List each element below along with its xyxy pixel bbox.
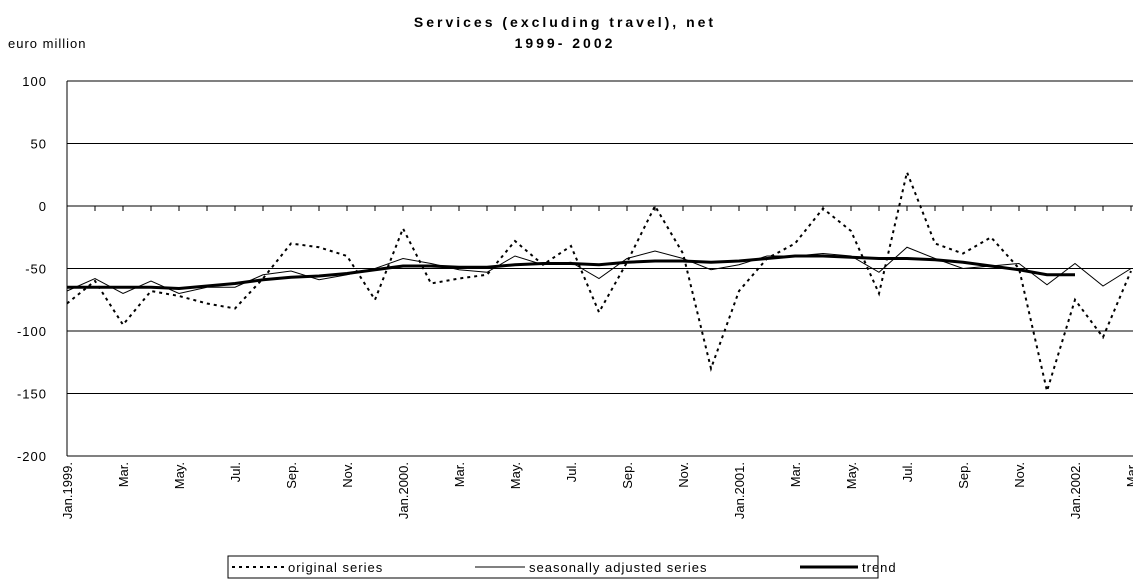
legend-label: seasonally adjusted series xyxy=(529,560,707,575)
x-tick-label: Nov. xyxy=(1012,462,1027,488)
x-tick-label: Jan.2002. xyxy=(1068,462,1083,519)
x-tick-label: Jul. xyxy=(564,462,579,482)
x-tick-label: Mar. xyxy=(452,462,467,487)
x-tick-label: Sep. xyxy=(956,462,971,489)
x-tick-label: Jan.1999. xyxy=(60,462,75,519)
legend-label: original series xyxy=(288,560,383,575)
series-line xyxy=(66,168,1132,395)
chart-title: Services (excluding travel), net xyxy=(414,14,716,30)
chart-subtitle: 1999- 2002 xyxy=(515,35,616,51)
x-tick-label: Jul. xyxy=(900,462,915,482)
x-tick-label: Mar. xyxy=(788,462,803,487)
x-tick-label: Jan.2001. xyxy=(732,462,747,519)
y-axis-label: euro million xyxy=(8,36,86,51)
y-tick-label: 100 xyxy=(22,74,47,89)
legend-box xyxy=(227,555,879,579)
x-tick-label: May. xyxy=(844,462,859,489)
x-tick-label: Jan.2000. xyxy=(396,462,411,519)
y-tick-label: -100 xyxy=(17,324,47,339)
x-tick-label: May. xyxy=(172,462,187,489)
x-tick-label: Sep. xyxy=(284,462,299,489)
y-tick-label: -50 xyxy=(25,262,47,277)
x-tick-label: Nov. xyxy=(676,462,691,488)
series-line xyxy=(67,254,1075,291)
x-tick-label: Sep. xyxy=(620,462,635,489)
y-tick-label: -200 xyxy=(17,449,47,464)
x-tick-label: May. xyxy=(508,462,523,489)
legend-label: trend xyxy=(862,560,897,575)
y-tick-label: 50 xyxy=(31,137,47,152)
x-tick-label: Nov. xyxy=(340,462,355,488)
x-tick-label: Mar. xyxy=(1124,462,1133,487)
x-tick-label: Mar. xyxy=(116,462,131,487)
y-tick-label: -150 xyxy=(17,387,47,402)
y-tick-label: 0 xyxy=(39,199,47,214)
series-line xyxy=(66,246,1132,295)
x-tick-label: Jul. xyxy=(228,462,243,482)
